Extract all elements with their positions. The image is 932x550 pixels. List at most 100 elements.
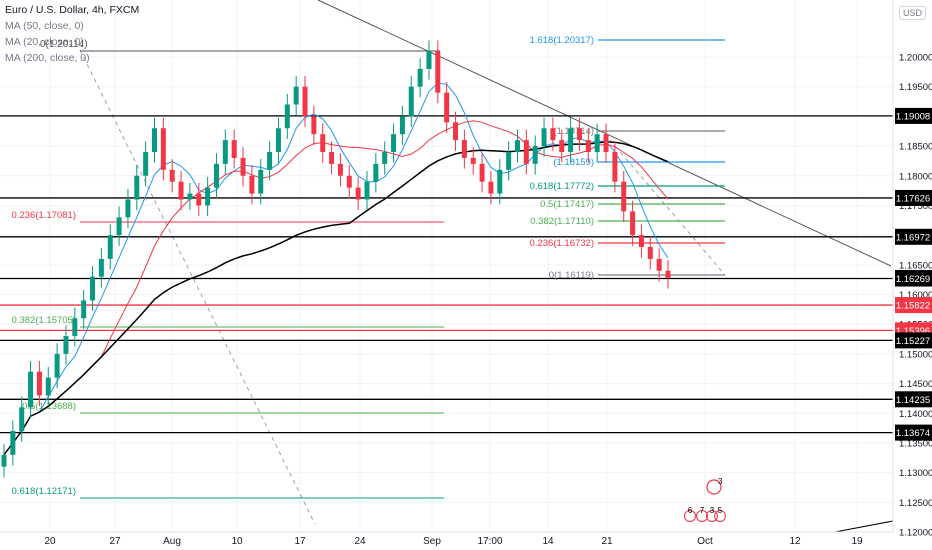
candle-body[interactable]: [585, 140, 591, 152]
candle-body[interactable]: [10, 431, 16, 455]
candle-body[interactable]: [364, 181, 370, 200]
candle-body[interactable]: [506, 152, 512, 170]
candle-body[interactable]: [152, 128, 158, 152]
candle-body[interactable]: [178, 181, 184, 200]
ma-50-label[interactable]: MA (50, close, 0): [5, 20, 84, 32]
candle-body[interactable]: [444, 92, 450, 123]
candle-body[interactable]: [267, 152, 273, 170]
candle-body[interactable]: [603, 134, 609, 152]
grid: [0, 0, 893, 533]
candle-body[interactable]: [36, 371, 42, 396]
candle-body[interactable]: [19, 407, 25, 432]
downtrend-line[interactable]: [317, 0, 892, 267]
y-tick-label: 1.14500: [899, 379, 932, 390]
time-axis[interactable]: 20 27 Aug 10 17 24 Sep 17:00 14 21 Oct 12 19: [0, 531, 893, 547]
y-tick-label: 1.19500: [899, 82, 932, 93]
candle-body[interactable]: [160, 128, 166, 170]
candle-body[interactable]: [453, 122, 459, 141]
candle-body[interactable]: [594, 134, 600, 152]
candle-body[interactable]: [196, 193, 202, 206]
candle-body[interactable]: [45, 377, 51, 396]
candle-body[interactable]: [373, 163, 379, 182]
candle-body[interactable]: [399, 116, 405, 135]
candle-body[interactable]: [461, 140, 467, 158]
candle-body[interactable]: [656, 258, 662, 271]
candle-body[interactable]: [205, 187, 211, 206]
candle-body[interactable]: [329, 152, 335, 164]
x-tick-label: 10: [231, 536, 243, 547]
bottom-right-line[interactable]: [834, 520, 894, 533]
candle-body[interactable]: [435, 51, 441, 93]
candle-body[interactable]: [532, 146, 538, 164]
candle-body[interactable]: [514, 140, 520, 152]
candle-body[interactable]: [72, 318, 78, 337]
candle-body[interactable]: [125, 199, 131, 218]
ma-200-label[interactable]: MA (200, close, 0): [5, 52, 90, 64]
candle-body[interactable]: [275, 128, 281, 152]
dashed-projection[interactable]: [609, 139, 726, 276]
candle-body[interactable]: [665, 270, 671, 278]
candle-body[interactable]: [621, 181, 627, 212]
candle-body[interactable]: [90, 276, 96, 301]
fib-label: 0.618(1.12171): [12, 486, 76, 497]
candle-body[interactable]: [169, 169, 175, 182]
candle-body[interactable]: [417, 68, 423, 87]
fib-label: 0(1.16119): [549, 270, 594, 281]
candle-body[interactable]: [293, 86, 299, 105]
ma-50-line[interactable]: [3, 120, 669, 456]
candle-body[interactable]: [337, 163, 343, 176]
candle-body[interactable]: [355, 187, 361, 200]
candle-body[interactable]: [28, 371, 34, 408]
candle-body[interactable]: [231, 140, 237, 158]
candle-body[interactable]: [311, 116, 317, 135]
ma-20-label[interactable]: MA (20, close, 0): [5, 36, 84, 48]
candle-body[interactable]: [187, 193, 193, 200]
price-label-text: 1.14235: [896, 395, 930, 406]
candle-body[interactable]: [638, 235, 644, 247]
candle-body[interactable]: [107, 235, 113, 259]
candle-body[interactable]: [346, 175, 352, 188]
candle-body[interactable]: [408, 86, 414, 117]
candle-body[interactable]: [143, 152, 149, 176]
candle-body[interactable]: [116, 217, 122, 236]
y-tick-label: 1.20000: [899, 53, 932, 64]
candle-body[interactable]: [284, 104, 290, 129]
candle-body[interactable]: [426, 51, 432, 69]
candle-body[interactable]: [54, 353, 60, 378]
candle-body[interactable]: [497, 169, 503, 194]
candle-body[interactable]: [1, 454, 7, 467]
price-label-box: [895, 228, 932, 245]
symbol-title[interactable]: Euro / U.S. Dollar, 4h, FXCM: [5, 4, 140, 16]
y-tick-label: 1.18000: [899, 171, 932, 182]
candle-body[interactable]: [258, 169, 264, 194]
candle-body[interactable]: [550, 128, 556, 141]
candle-body[interactable]: [479, 163, 485, 182]
candle-body[interactable]: [81, 300, 87, 319]
candle-body[interactable]: [559, 140, 565, 152]
dashed-diagonal[interactable]: [79, 49, 316, 525]
candle-body[interactable]: [213, 163, 219, 188]
candle-body[interactable]: [63, 336, 69, 354]
candle-body[interactable]: [647, 247, 653, 259]
candle-body[interactable]: [541, 128, 547, 147]
candle-body[interactable]: [523, 140, 529, 164]
ma-200-line[interactable]: [3, 141, 669, 456]
candle-body[interactable]: [470, 157, 476, 164]
candle-body[interactable]: [98, 258, 104, 277]
candle-body[interactable]: [630, 211, 636, 236]
candle-body[interactable]: [612, 152, 618, 182]
candle-body[interactable]: [302, 86, 308, 117]
candle-body[interactable]: [488, 181, 494, 194]
candle-body[interactable]: [320, 134, 326, 152]
candle-body[interactable]: [382, 152, 388, 164]
currency-badge[interactable]: USD: [898, 6, 926, 20]
candle-body[interactable]: [222, 140, 228, 164]
price-label-box: [895, 297, 932, 314]
candle-body[interactable]: [391, 134, 397, 152]
candle-body[interactable]: [568, 128, 574, 152]
candle-body[interactable]: [134, 175, 140, 200]
candle-body[interactable]: [249, 175, 255, 194]
candle-body[interactable]: [576, 128, 582, 141]
candle-body[interactable]: [240, 157, 246, 176]
